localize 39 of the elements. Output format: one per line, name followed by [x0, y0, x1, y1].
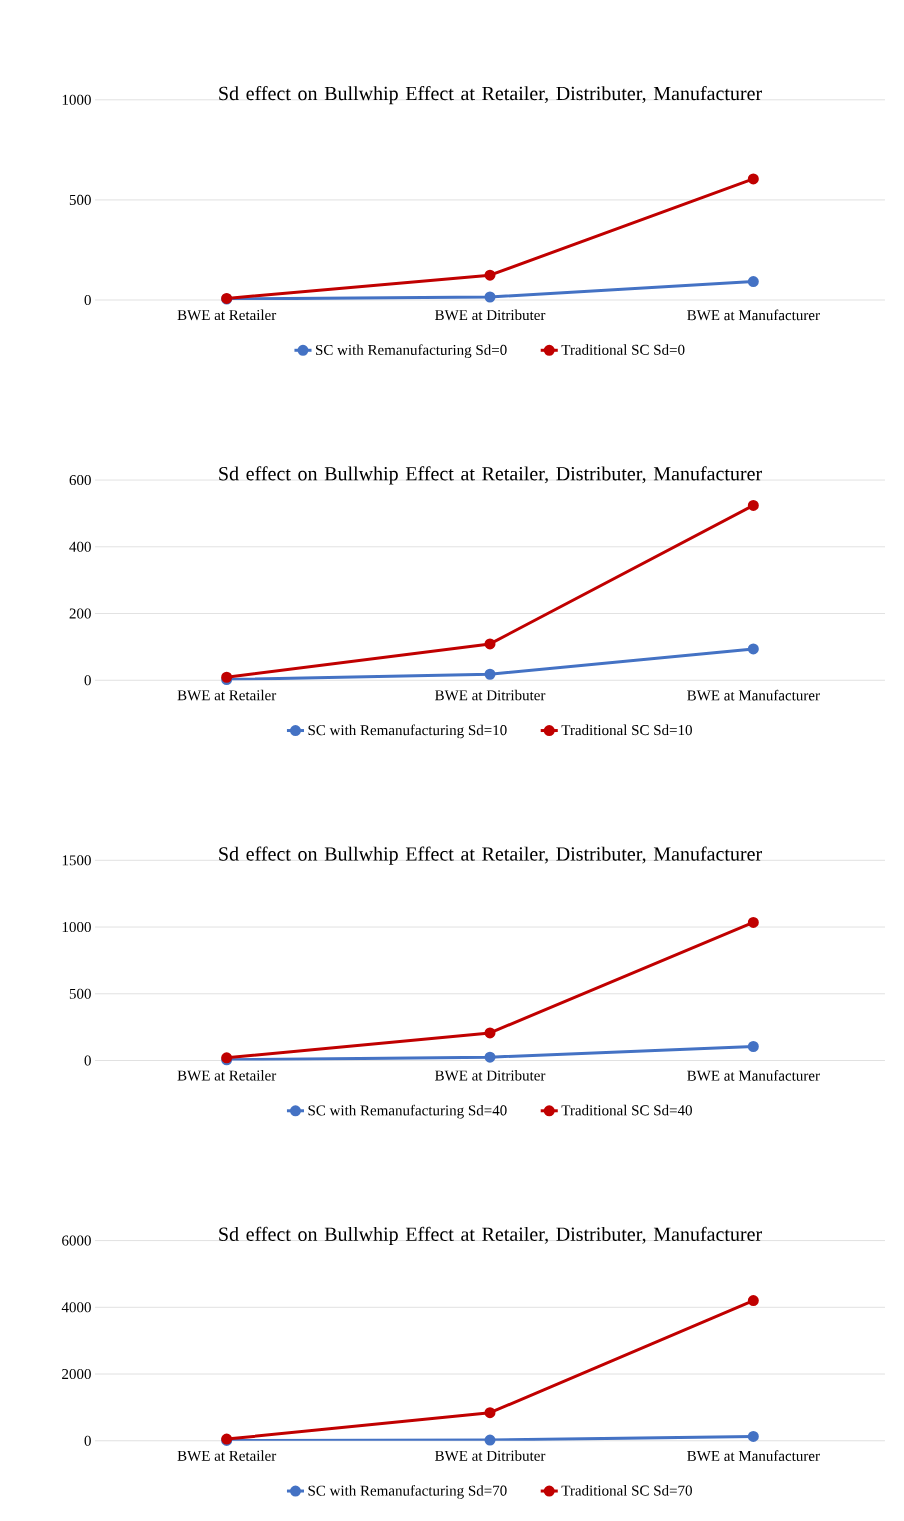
- x-tick-label: BWE at Retailer: [177, 309, 277, 321]
- legend-label: Traditional SC Sd=0: [561, 344, 685, 355]
- legend-label: Traditional SC Sd=10: [561, 724, 692, 736]
- legend-label: Traditional SC Sd=40: [561, 1104, 692, 1116]
- y-tick-label: 0: [84, 1055, 91, 1066]
- y-tick-label: 4000: [61, 1302, 91, 1313]
- y-tick-label: 600: [69, 475, 91, 486]
- x-tick-label: BWE at Retailer: [177, 689, 277, 701]
- x-tick-label: BWE at Retailer: [177, 1450, 277, 1461]
- y-tick-label: 500: [69, 988, 91, 999]
- legend-label: SC with Remanufacturing Sd=0: [316, 344, 507, 359]
- x-tick-label: BWE at Manufacturer: [687, 1070, 820, 1081]
- x-tick-label: BWE at Ditributer: [435, 1070, 546, 1081]
- y-tick-label: 2000: [62, 1368, 91, 1380]
- x-tick-label: BWE at Retailer: [177, 1070, 277, 1081]
- x-tick-label: BWE at Manufacturer: [687, 689, 820, 701]
- x-tick-label: BWE at Manufacturer: [687, 1450, 820, 1462]
- y-tick-label: 0: [84, 675, 91, 686]
- x-tick-label: BWE at Ditributer: [435, 689, 546, 701]
- legend-label: SC with Remanufacturing Sd=40: [308, 1104, 507, 1119]
- x-tick-label: BWE at Ditributer: [435, 309, 546, 321]
- y-tick-label: 200: [69, 608, 91, 619]
- y-tick-label: 6000: [62, 1235, 91, 1246]
- legend-label: SC with Remanufacturing Sd=10: [308, 724, 507, 739]
- x-tick-label: BWE at Manufacturer: [687, 309, 820, 321]
- chart-title: Sd effect on Bullwhip Effect at Retailer, Distributer, Manufacturer: [219, 1226, 762, 1246]
- y-tick-label: 1500: [62, 855, 91, 866]
- y-tick-label: 500: [69, 194, 91, 205]
- x-tick-label: BWE at Ditributer: [435, 1450, 546, 1461]
- chart-title: Sd effect on Bullwhip Effect at Retailer, Distributer, Manufacturer: [219, 846, 762, 865]
- chart-title: Sd effect on Bullwhip Effect at Retailer, Distributer, Manufacturer: [219, 466, 762, 485]
- y-tick-label: 1000: [62, 94, 91, 105]
- y-tick-label: 1000: [62, 921, 91, 933]
- y-tick-label: 0: [84, 1435, 91, 1446]
- y-tick-label: 400: [69, 541, 91, 552]
- y-tick-label: 0: [84, 294, 91, 306]
- chart-title: Sd effect on Bullwhip Effect at Retailer, Distributer, Manufacturer: [219, 85, 762, 105]
- legend-label: SC with Remanufacturing Sd=70: [308, 1485, 507, 1499]
- legend-label: Traditional SC Sd=70: [561, 1485, 692, 1496]
